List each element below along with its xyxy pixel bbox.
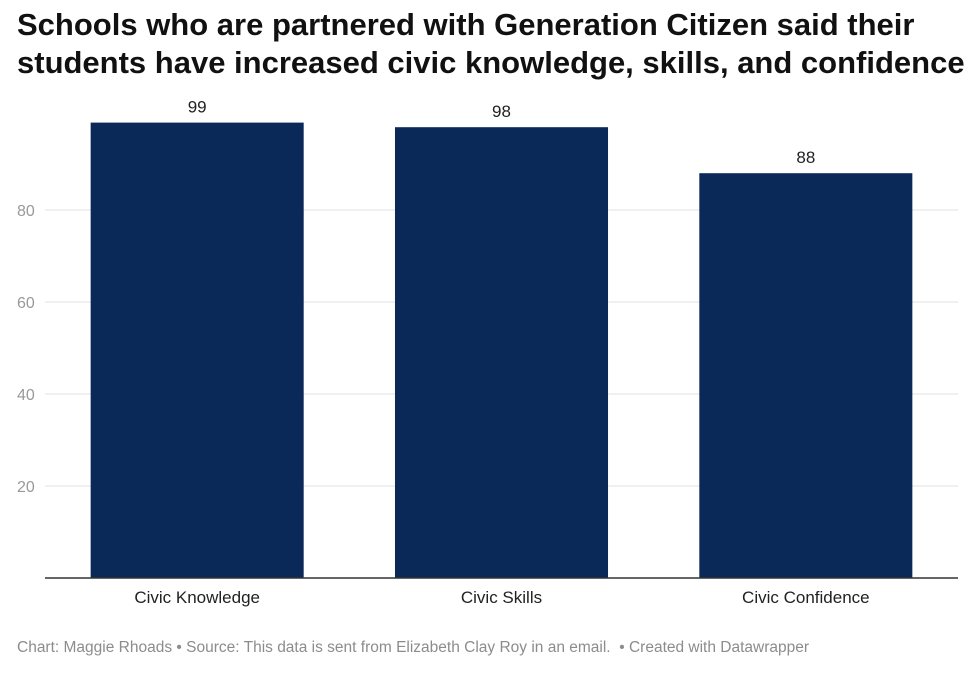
chart-footer: Chart: Maggie Rhoads • Source: This data… xyxy=(17,639,809,657)
chart-credit: Chart: Maggie Rhoads xyxy=(17,639,173,656)
created-with-link[interactable]: Created with Datawrapper xyxy=(628,639,810,656)
x-tick-label: Civic Confidence xyxy=(742,588,870,607)
bar-chart: 20 40 60 80 99 98 88 Civic Knowledge Civic Ski… xyxy=(17,98,958,607)
y-tick-label: 80 xyxy=(17,203,35,220)
x-tick-label: Civic Knowledge xyxy=(134,588,260,607)
bar xyxy=(394,127,609,578)
bar xyxy=(90,122,304,578)
chart-title: Schools who are partnered with Generatio… xyxy=(17,7,965,80)
bar xyxy=(699,173,913,578)
footer-separator: • xyxy=(619,639,625,656)
data-label: 88 xyxy=(796,148,815,167)
y-tick-label: 20 xyxy=(17,479,35,496)
y-tick-label: 40 xyxy=(17,387,35,404)
x-tick-label: Civic Skills xyxy=(461,588,542,607)
y-axis-tick-labels: 20 40 60 80 xyxy=(17,203,35,496)
bars xyxy=(90,122,913,578)
footer-separator: • xyxy=(176,639,182,656)
data-label: 98 xyxy=(492,102,511,121)
data-label: 99 xyxy=(188,98,207,117)
chart-source: Source: This data is sent from Elizabeth… xyxy=(186,639,611,656)
data-labels: 99 98 88 xyxy=(188,98,816,168)
y-tick-label: 60 xyxy=(17,295,35,312)
x-axis-category-labels: Civic Knowledge Civic Skills Civic Confide… xyxy=(134,588,869,607)
